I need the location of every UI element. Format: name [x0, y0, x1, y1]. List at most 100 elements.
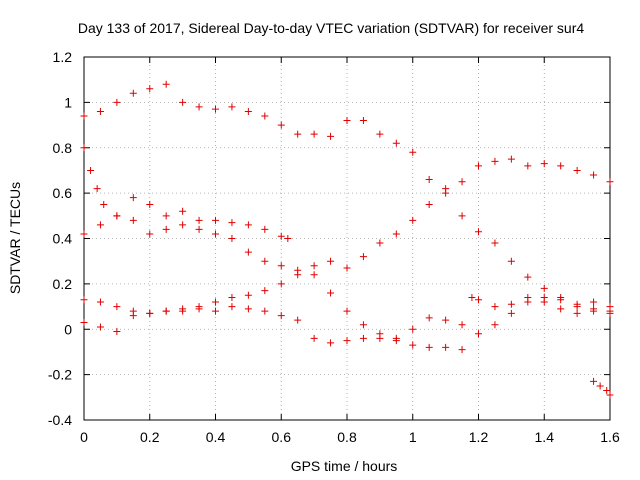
data-point [491, 239, 499, 247]
data-point [195, 103, 203, 111]
data-point [491, 157, 499, 165]
data-point [327, 339, 335, 347]
data-point [442, 185, 450, 193]
x-tick-label: 0.2 [140, 429, 160, 445]
data-point [212, 230, 219, 238]
grid-lines [84, 57, 610, 420]
y-tick-label: 1.2 [53, 49, 73, 65]
data-point [100, 200, 108, 208]
data-point [277, 262, 285, 270]
data-point [244, 107, 252, 115]
x-tick-label: 0.8 [337, 429, 357, 445]
y-tick-labels: -0.4 -0.2 0 0.2 0.4 0.6 0.8 1 1.2 [48, 49, 72, 428]
data-point [228, 293, 236, 301]
x-tick-labels: 0 0.2 0.4 0.6 0.8 1 1.2 1.4 1.6 [80, 429, 620, 445]
data-point [80, 230, 88, 238]
data-point [596, 382, 604, 390]
data-point [557, 162, 565, 170]
y-tick-label: 0.2 [53, 276, 73, 292]
data-point [113, 98, 121, 106]
data-point [468, 293, 476, 301]
data-point [458, 321, 466, 329]
data-point [179, 98, 187, 106]
data-point [376, 239, 384, 247]
data-point [228, 103, 236, 111]
data-point [261, 112, 269, 120]
data-point [507, 300, 515, 308]
data-point [475, 296, 482, 304]
data-point [294, 316, 302, 324]
data-point [179, 307, 187, 315]
data-point [244, 221, 252, 229]
data-point [343, 337, 351, 345]
y-tick-label: 1 [64, 94, 72, 110]
data-point [343, 117, 351, 125]
y-tick-label: 0 [64, 321, 72, 337]
data-point [96, 107, 104, 115]
data-point [212, 105, 219, 113]
y-axis-label: SDTVAR / TECUs [7, 182, 23, 294]
data-point [195, 216, 203, 224]
data-point [212, 216, 219, 224]
data-point [80, 318, 88, 326]
data-point [606, 303, 614, 311]
data-point [359, 334, 367, 342]
x-tick-label: 1 [409, 429, 417, 445]
data-point [343, 264, 351, 272]
x-axis-label: GPS time / hours [291, 458, 398, 474]
data-point [507, 257, 515, 265]
data-point [310, 271, 318, 279]
data-point [212, 307, 219, 315]
data-point [475, 228, 482, 236]
data-point [442, 316, 450, 324]
data-points [80, 80, 614, 399]
data-point [129, 89, 137, 97]
data-point [195, 225, 203, 233]
x-tick-label: 1.2 [469, 429, 489, 445]
data-point [590, 307, 598, 315]
data-point [557, 305, 565, 313]
data-point [146, 85, 154, 93]
data-point [491, 303, 499, 311]
data-point [162, 225, 170, 233]
x-tick-label: 1.4 [535, 429, 555, 445]
data-point [392, 334, 400, 342]
data-point [146, 230, 154, 238]
data-point [327, 289, 335, 297]
data-point [606, 391, 614, 399]
data-point [277, 280, 285, 288]
data-point [261, 225, 269, 233]
data-point [392, 230, 400, 238]
data-point [96, 323, 104, 331]
data-point [425, 343, 433, 351]
data-point [606, 178, 614, 186]
chart-title: Day 133 of 2017, Sidereal Day-to-day VTE… [78, 20, 584, 36]
data-point [590, 377, 598, 385]
data-point [179, 221, 187, 229]
data-point [590, 298, 598, 306]
x-tick-label: 0.6 [272, 429, 292, 445]
data-point [475, 162, 482, 170]
data-point [310, 334, 318, 342]
data-point [129, 216, 137, 224]
data-point [113, 303, 121, 311]
data-point [244, 248, 252, 256]
series-track-7 [590, 377, 614, 399]
data-point [310, 130, 318, 138]
data-point [146, 309, 154, 317]
data-point [277, 121, 285, 129]
data-point [261, 307, 269, 315]
data-point [162, 307, 170, 315]
data-point [573, 300, 581, 308]
x-tick-label: 1.6 [600, 429, 620, 445]
data-point [376, 130, 384, 138]
data-point [294, 271, 302, 279]
data-point [96, 298, 104, 306]
data-point [603, 387, 611, 395]
data-point [409, 216, 417, 224]
y-tick-label: 0.6 [53, 185, 73, 201]
data-point [409, 341, 417, 349]
y-tick-label: -0.2 [48, 367, 72, 383]
data-point [557, 296, 565, 304]
